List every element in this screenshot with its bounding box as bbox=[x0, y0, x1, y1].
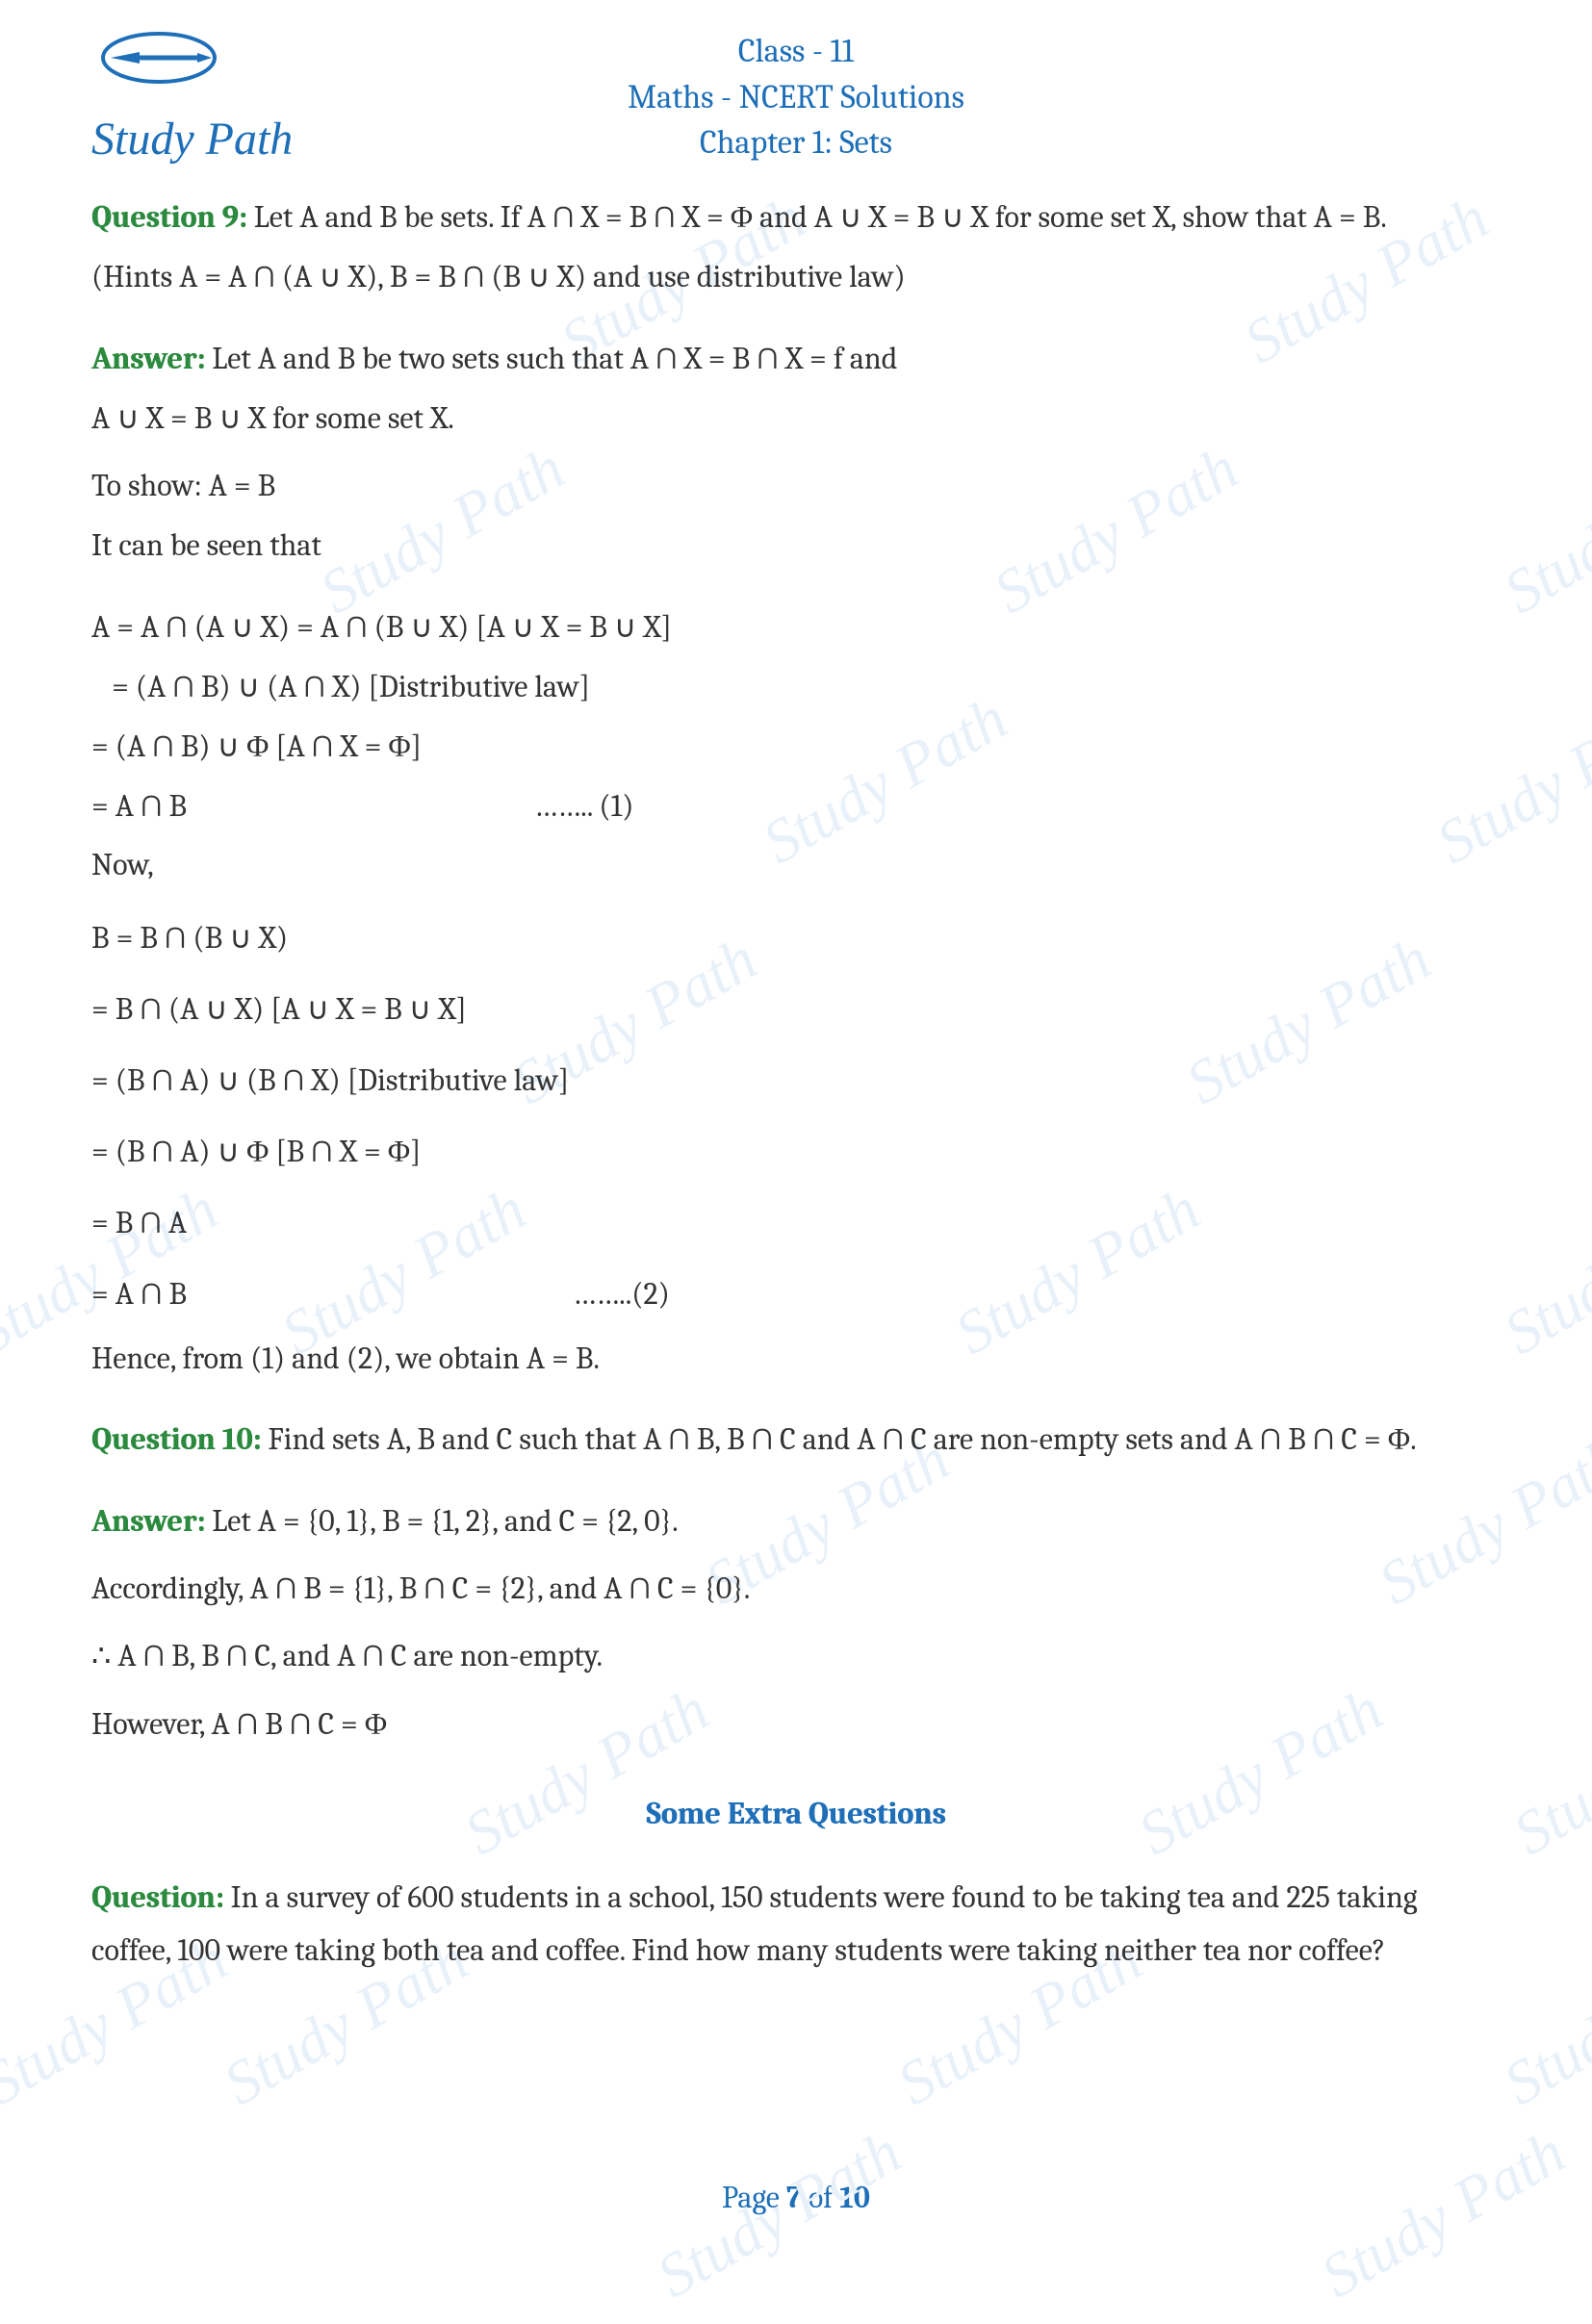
q9-eqB1: B = B ∩ (B ∪ X) bbox=[91, 911, 1501, 965]
footer-current: 7 bbox=[786, 2180, 802, 2215]
q9-eqB6: = A ∩ B……..(2) bbox=[91, 1267, 1501, 1321]
q9-ans2: A ∪ X = B ∪ X for some set X. bbox=[91, 393, 1501, 445]
q10-answer-line1: Answer: Let A = {0, 1}, B = {1, 2}, and … bbox=[91, 1495, 1501, 1547]
q9-eqA2: = (A ∩ B) ∪ (A ∩ X) [Distributive law] bbox=[91, 660, 1501, 714]
q9-eqB6a: = A ∩ B bbox=[91, 1267, 573, 1321]
extra-q-text: In a survey of 600 students in a school,… bbox=[91, 1879, 1418, 1967]
q9-eqA3: = (A ∩ B) ∪ Φ [A ∩ X = Φ] bbox=[91, 720, 1501, 774]
q9-statement: Question 9: Let A and B be sets. If A ∩ … bbox=[91, 192, 1501, 243]
q9-eqA1: A = A ∩ (A ∪ X) = A ∩ (B ∪ X) [A ∪ X = B… bbox=[91, 600, 1501, 654]
q9-eqA4: = A ∩ B…….. (1) bbox=[91, 779, 1501, 833]
q10-ans2: Accordingly, A ∩ B = {1}, B ∩ C = {2}, a… bbox=[91, 1563, 1501, 1615]
header-chapter: Chapter 1: Sets bbox=[313, 120, 1279, 166]
q9-now: Now, bbox=[91, 839, 1501, 891]
header-class: Class - 11 bbox=[313, 29, 1279, 75]
q9-label: Question 9: bbox=[91, 199, 247, 235]
q9-hint: (Hints A = A ∩ (A ∪ X), B = B ∩ (B ∪ X) … bbox=[91, 251, 1501, 303]
q9-ans3: To show: A = B bbox=[91, 460, 1501, 512]
q9-eqA4b: …….. (1) bbox=[534, 788, 633, 824]
q9-ans1: Let A and B be two sets such that A ∩ X … bbox=[205, 341, 897, 376]
header-subject: Maths - NCERT Solutions bbox=[313, 75, 1279, 121]
logo: Study Path bbox=[91, 29, 313, 177]
q9-eqB5: = B ∩ A bbox=[91, 1196, 1501, 1250]
extra-q-label: Question: bbox=[91, 1879, 224, 1915]
q9-eqB3: = (B ∩ A) ∪ (B ∩ X) [Distributive law] bbox=[91, 1054, 1501, 1108]
q10-ans1: Let A = {0, 1}, B = {1, 2}, and C = {2, … bbox=[205, 1503, 679, 1539]
q9-answer-label: Answer: bbox=[91, 341, 205, 376]
page-footer: Page 7 of 10 bbox=[0, 2173, 1592, 2222]
extra-heading: Some Extra Questions bbox=[91, 1789, 1501, 1838]
extra-question: Question: In a survey of 600 students in… bbox=[91, 1872, 1501, 1977]
q9-text1: Let A and B be sets. If A ∩ X = B ∩ X = … bbox=[247, 199, 1387, 235]
q9-eqB6b: ……..(2) bbox=[573, 1276, 670, 1312]
q9-eqB2: = B ∩ (A ∪ X) [A ∪ X = B ∪ X] bbox=[91, 983, 1501, 1036]
q9-eqA4a: = A ∩ B bbox=[91, 779, 534, 833]
q10-answer-label: Answer: bbox=[91, 1503, 205, 1539]
footer-of: of bbox=[802, 2180, 839, 2215]
q9-ans4: It can be seen that bbox=[91, 520, 1501, 572]
footer-total: 10 bbox=[839, 2180, 870, 2215]
q10-statement: Question 10: Find sets A, B and C such t… bbox=[91, 1414, 1501, 1466]
footer-prefix: Page bbox=[722, 2180, 786, 2215]
q10-ans3: ∴ A ∩ B, B ∩ C, and A ∩ C are non-empty. bbox=[91, 1630, 1501, 1682]
q10-ans4: However, A ∩ B ∩ C = Φ bbox=[91, 1698, 1501, 1750]
content-body: Question 9: Let A and B be sets. If A ∩ … bbox=[91, 192, 1501, 1977]
q10-label: Question 10: bbox=[91, 1421, 261, 1457]
logo-text: Study Path bbox=[91, 103, 313, 177]
q10-text1: Find sets A, B and C such that A ∩ B, B … bbox=[261, 1421, 1416, 1457]
q9-eqB4: = (B ∩ A) ∪ Φ [B ∩ X = Φ] bbox=[91, 1125, 1501, 1179]
q9-conclusion: Hence, from (1) and (2), we obtain A = B… bbox=[91, 1333, 1501, 1385]
header-titles: Class - 11 Maths - NCERT Solutions Chapt… bbox=[313, 29, 1279, 166]
page-header: Study Path Class - 11 Maths - NCERT Solu… bbox=[91, 29, 1501, 177]
q9-answer-line1: Answer: Let A and B be two sets such tha… bbox=[91, 333, 1501, 385]
